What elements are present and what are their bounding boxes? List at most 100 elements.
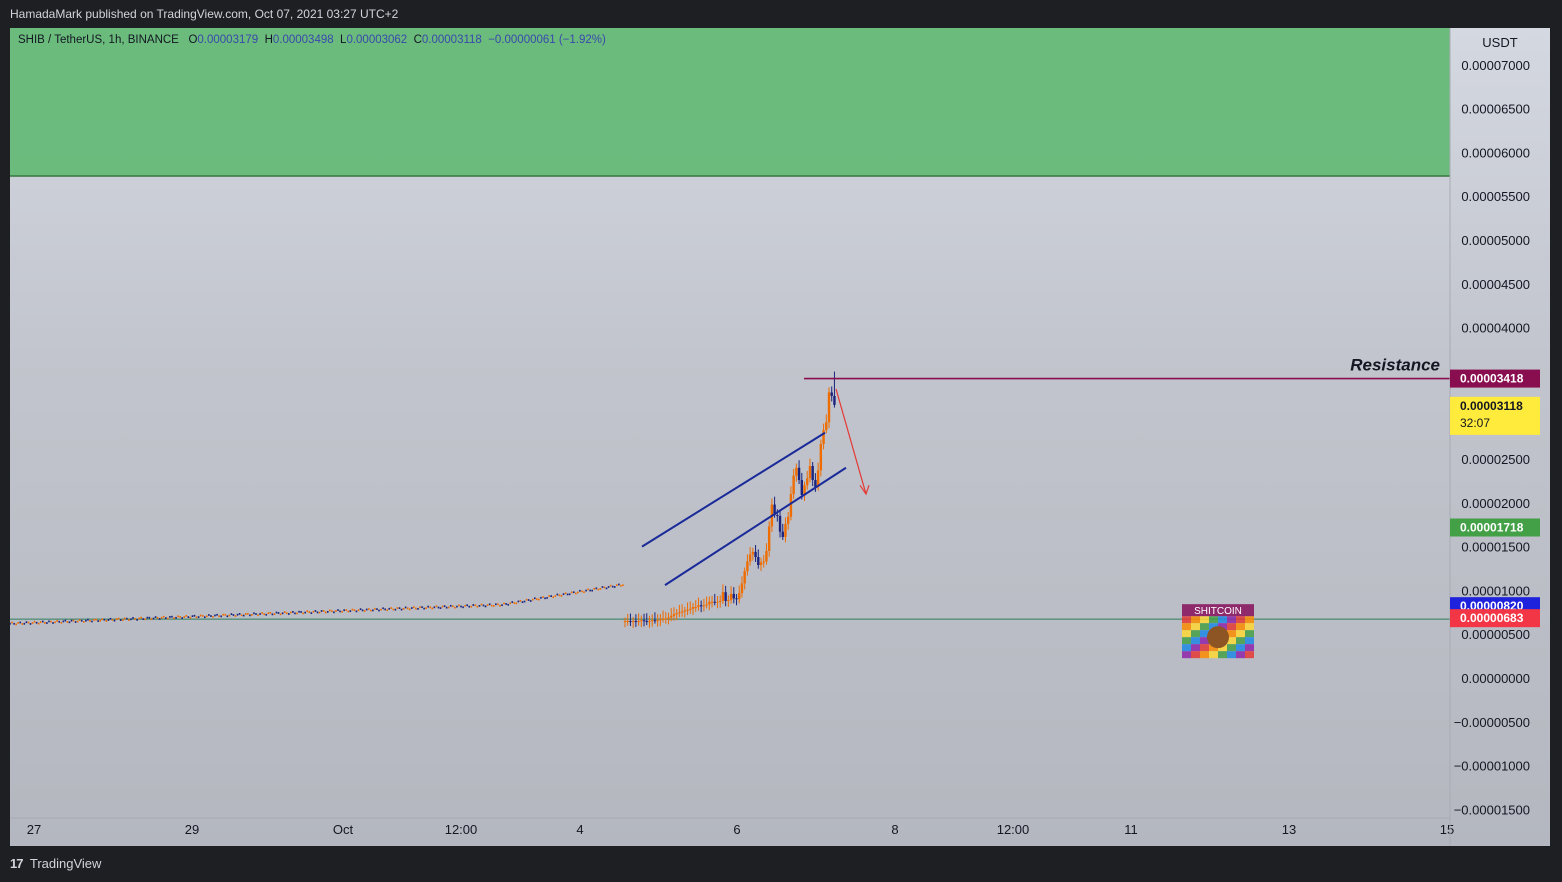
candle-body [672, 614, 676, 616]
high-label: H [264, 34, 273, 46]
candle-body [656, 620, 659, 622]
candle-body [694, 607, 697, 609]
candle-body [825, 422, 828, 431]
y-tick-label: 0.00007000 [1461, 58, 1530, 73]
candle-body [710, 601, 714, 603]
channel-lower-line [664, 466, 847, 586]
badge-tile [1236, 637, 1245, 645]
low-label: L [340, 34, 347, 46]
candle-body [724, 592, 727, 601]
tradingview-logo-icon[interactable]: 17 [10, 856, 24, 871]
badge-tile [1209, 616, 1218, 624]
candle-body [732, 593, 735, 599]
symbol-label[interactable]: SHIB / TetherUS, 1h, BINANCE [18, 34, 179, 46]
y-tick-label: 0.00004500 [1461, 277, 1530, 292]
badge-tile [1236, 644, 1245, 652]
chart-panel[interactable]: Resistance SHITCOIN 27 29 Oct 12:00 4 6 8 12:00 11… [10, 28, 1550, 846]
x-tick-label: 15 [1440, 822, 1454, 837]
candle-body [716, 601, 719, 603]
candle-body [776, 515, 779, 517]
x-tick-label: 12:00 [445, 822, 478, 837]
badge-tile [1191, 651, 1200, 659]
footer-bar: 17 TradingView [0, 846, 1562, 882]
badge-tile [1227, 651, 1236, 659]
candle-body [629, 621, 632, 623]
candle-body [708, 601, 711, 605]
candle-body [686, 609, 689, 611]
price-label-bg [1450, 369, 1540, 388]
candle-body [727, 600, 730, 602]
candle-body [653, 620, 657, 622]
channel-upper-line [641, 431, 826, 548]
badge-tile [1191, 623, 1200, 631]
badge-tile [1227, 616, 1236, 624]
candle-body [738, 593, 741, 600]
candle-body [740, 583, 744, 594]
badge-tile [1182, 637, 1191, 645]
candle-body [833, 395, 836, 405]
support-zone [10, 28, 1450, 177]
badge-tile [1209, 644, 1218, 652]
price-label-bg [1450, 518, 1540, 537]
badge-tile [1236, 623, 1245, 631]
open-value: 0.00003179 [197, 34, 259, 46]
candle-body [667, 617, 670, 619]
badge-tile [1245, 623, 1254, 631]
price-label-bg [1450, 396, 1540, 435]
y-tick-label: 0.00006000 [1461, 145, 1530, 160]
candle-body [702, 605, 706, 607]
candle-body [827, 392, 831, 423]
change-value: −0.00000061 (−1.92%) [488, 34, 606, 46]
candle-body [634, 621, 638, 623]
badge-tile [1209, 651, 1218, 659]
y-tick-label: −0.00000500 [1454, 715, 1530, 730]
badge-tile [1227, 630, 1236, 638]
x-tick-label: Oct [333, 822, 354, 837]
x-tick-label: 8 [891, 822, 898, 837]
candle-body [767, 526, 771, 551]
badge-tile [1245, 630, 1254, 638]
badge-tile [1245, 644, 1254, 652]
candle-body [816, 470, 820, 488]
brand-label[interactable]: TradingView [29, 856, 102, 871]
badge-title-bg [1182, 604, 1254, 617]
candle-body [699, 605, 703, 607]
candle-body [743, 571, 746, 584]
price-label-bg [1450, 609, 1540, 628]
badge-tile [1182, 616, 1191, 624]
price-chart[interactable]: Resistance SHITCOIN 27 29 Oct 12:00 4 6 8 12:00 11… [10, 28, 1550, 846]
candle-body [648, 621, 651, 623]
candle-body [631, 621, 635, 623]
candle-body [797, 467, 801, 481]
candle-body [748, 554, 752, 562]
candle-body [691, 607, 695, 609]
publisher-header: HamadaMark published on TradingView.com,… [10, 7, 399, 21]
candle-body [806, 478, 809, 486]
candle-body [773, 504, 776, 516]
y-tick-label: 0.00004000 [1461, 321, 1530, 336]
badge-tile [1200, 637, 1209, 645]
badge-tile [1182, 644, 1191, 652]
badge-tile [1218, 623, 1227, 631]
shitcoin-badge-icon: SHITCOIN [1182, 604, 1254, 659]
candle-body [822, 430, 825, 445]
close-value: 0.00003118 [421, 34, 482, 46]
y-tick-label: 0.00005500 [1461, 189, 1530, 204]
currency-label: USDT [1482, 35, 1517, 50]
x-tick-label: 12:00 [997, 822, 1030, 837]
badge-tile [1191, 637, 1200, 645]
badge-emoji [1207, 626, 1229, 649]
price-label-value: 0.00003118 [1460, 399, 1523, 413]
candle-body [789, 494, 793, 517]
badge-tile [1200, 616, 1209, 624]
candle-body [675, 613, 678, 615]
y-tick-label: 0.00001500 [1461, 540, 1530, 555]
badge-tile [1227, 637, 1236, 645]
badge-tile [1218, 651, 1227, 659]
y-tick-label: −0.00001000 [1454, 759, 1530, 774]
y-tick-label: 0.00002500 [1461, 452, 1530, 467]
badge-tile [1227, 644, 1236, 652]
candle-body [808, 466, 812, 479]
badge-tile [1227, 623, 1236, 631]
badge-tile [1200, 651, 1209, 659]
